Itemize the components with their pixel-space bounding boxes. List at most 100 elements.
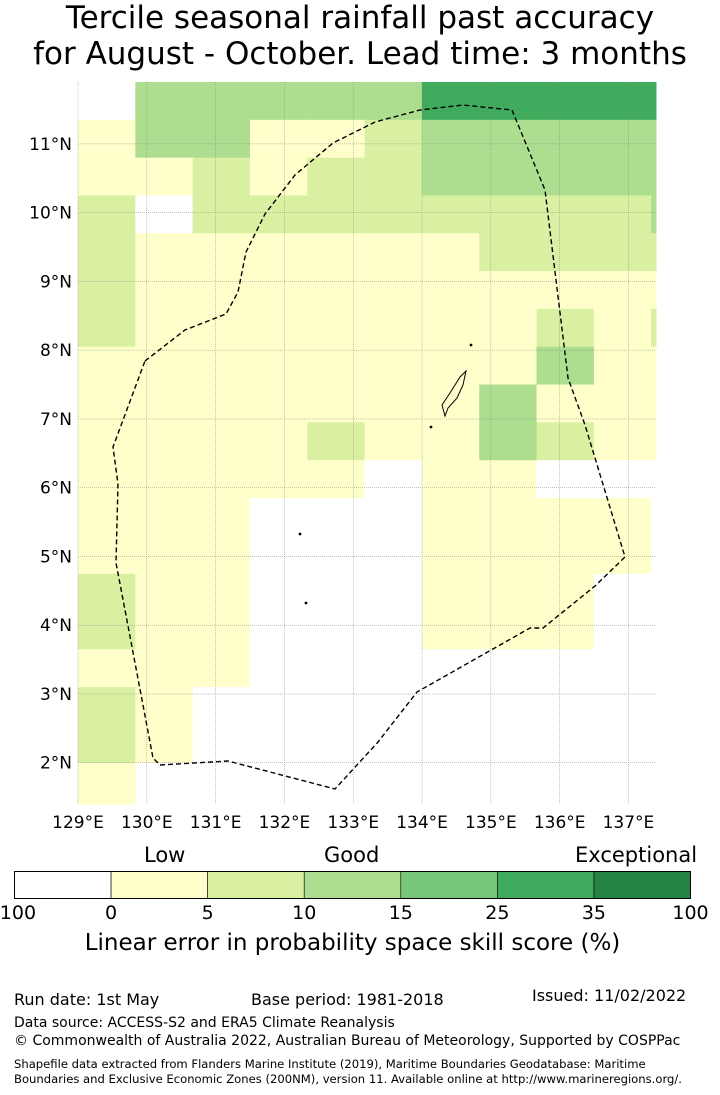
skill-cell xyxy=(249,195,308,234)
skill-cell xyxy=(249,308,308,348)
colorbar-tick-label: 35 xyxy=(581,902,607,924)
skill-map: 129°E 130°E 131°E 132°E 133°E 134°E 135°E 136°E… xyxy=(29,82,657,833)
lon-tick-label: 134°E xyxy=(396,813,448,833)
skill-cell xyxy=(593,611,652,650)
skill-cell xyxy=(479,271,538,310)
skill-cell xyxy=(78,82,136,121)
skill-cell xyxy=(651,535,657,575)
colorbar-label-exceptional: Exceptional xyxy=(575,843,698,867)
skill-cell xyxy=(364,346,423,386)
skill-cell xyxy=(479,308,538,348)
skill-cell xyxy=(536,762,595,802)
skill-cell xyxy=(651,800,657,805)
skill-cell xyxy=(593,460,652,499)
skill-cell xyxy=(192,460,251,499)
skill-cell xyxy=(78,724,136,764)
data-source: Data source: ACCESS-S2 and ERA5 Climate … xyxy=(14,1015,395,1031)
skill-cell xyxy=(307,308,366,348)
skill-cell xyxy=(421,762,480,802)
skill-cell xyxy=(78,346,136,386)
skill-cell xyxy=(651,611,657,650)
skill-cell xyxy=(479,800,538,805)
skill-cell xyxy=(479,422,538,461)
skill-cell xyxy=(249,460,308,499)
skill-cell xyxy=(192,119,251,159)
shapefile-credit-line-2: Boundaries and Exclusive Economic Zones … xyxy=(14,1072,682,1086)
skill-cell xyxy=(479,611,538,650)
skill-cell xyxy=(593,384,652,423)
skill-cell xyxy=(479,687,538,726)
skill-cell xyxy=(364,422,423,461)
lon-tick-label: 133°E xyxy=(327,813,379,833)
colorbar-title: Linear error in probability space skill … xyxy=(84,930,621,956)
colorbar xyxy=(14,871,691,899)
skill-cell xyxy=(78,233,136,272)
colorbar-tick-label: 0 xyxy=(105,902,118,924)
skill-cell xyxy=(364,498,423,537)
skill-cell xyxy=(593,724,652,764)
skill-cell xyxy=(364,724,423,764)
skill-cell xyxy=(593,119,652,159)
skill-cell xyxy=(536,82,595,121)
skill-cell xyxy=(479,498,538,537)
skill-cell xyxy=(536,535,595,575)
skill-cell xyxy=(479,82,538,121)
title-line-2: for August - October. Lead time: 3 month… xyxy=(33,36,687,72)
lon-tick-label: 135°E xyxy=(465,813,517,833)
map-title: Tercile seasonal rainfall past accuracy … xyxy=(0,0,720,72)
colorbar-tick-label: 15 xyxy=(388,902,413,924)
lon-tick-label: 132°E xyxy=(259,813,311,833)
colorbar-bin xyxy=(400,871,498,899)
lon-tick-label: 131°E xyxy=(190,813,242,833)
skill-cell xyxy=(307,82,366,121)
skill-cell xyxy=(593,346,652,386)
title-line-1: Tercile seasonal rainfall past accuracy xyxy=(65,0,655,36)
skill-cell xyxy=(192,384,251,423)
skill-cell xyxy=(192,649,251,688)
skill-cell xyxy=(479,195,538,234)
skill-cell xyxy=(307,687,366,726)
skill-cell xyxy=(192,611,251,650)
colorbar-bin xyxy=(593,871,691,899)
skill-cell xyxy=(78,384,136,423)
shapefile-credit-line-1: Shapefile data extracted from Flanders M… xyxy=(14,1057,646,1071)
skill-cell xyxy=(651,271,657,310)
skill-cell xyxy=(135,82,194,121)
skill-cell xyxy=(479,233,538,272)
skill-cell xyxy=(421,157,480,196)
skill-cell xyxy=(593,498,652,537)
skill-cell xyxy=(307,800,366,805)
shapefile-credit: Shapefile data extracted from Flanders M… xyxy=(14,1057,719,1087)
skill-cell xyxy=(421,611,480,650)
skill-cell xyxy=(249,384,308,423)
skill-cell xyxy=(135,460,194,499)
skill-cell xyxy=(192,535,251,575)
skill-cell xyxy=(479,460,538,499)
skill-cell xyxy=(364,687,423,726)
skill-cell xyxy=(249,687,308,726)
skill-cell xyxy=(536,157,595,196)
skill-cell xyxy=(364,611,423,650)
skill-cell xyxy=(135,649,194,688)
skill-cell xyxy=(536,233,595,272)
skill-cell xyxy=(192,800,251,805)
skill-cell xyxy=(78,498,136,537)
skill-cell xyxy=(78,460,136,499)
skill-cell xyxy=(536,460,595,499)
colorbar-bin xyxy=(110,871,208,899)
skill-cell xyxy=(536,384,595,423)
skill-cell xyxy=(192,498,251,537)
skill-cell xyxy=(421,498,480,537)
skill-cell xyxy=(651,119,657,159)
skill-cell xyxy=(192,157,251,196)
skill-cell xyxy=(78,535,136,575)
skill-cell xyxy=(479,535,538,575)
skill-cell xyxy=(192,346,251,386)
skill-cell xyxy=(536,308,595,348)
run-date: Run date: 1st May xyxy=(14,990,160,1009)
skill-cell xyxy=(364,762,423,802)
skill-cell xyxy=(78,271,136,310)
skill-cell xyxy=(536,422,595,461)
skill-cell xyxy=(249,119,308,159)
skill-cell xyxy=(593,762,652,802)
